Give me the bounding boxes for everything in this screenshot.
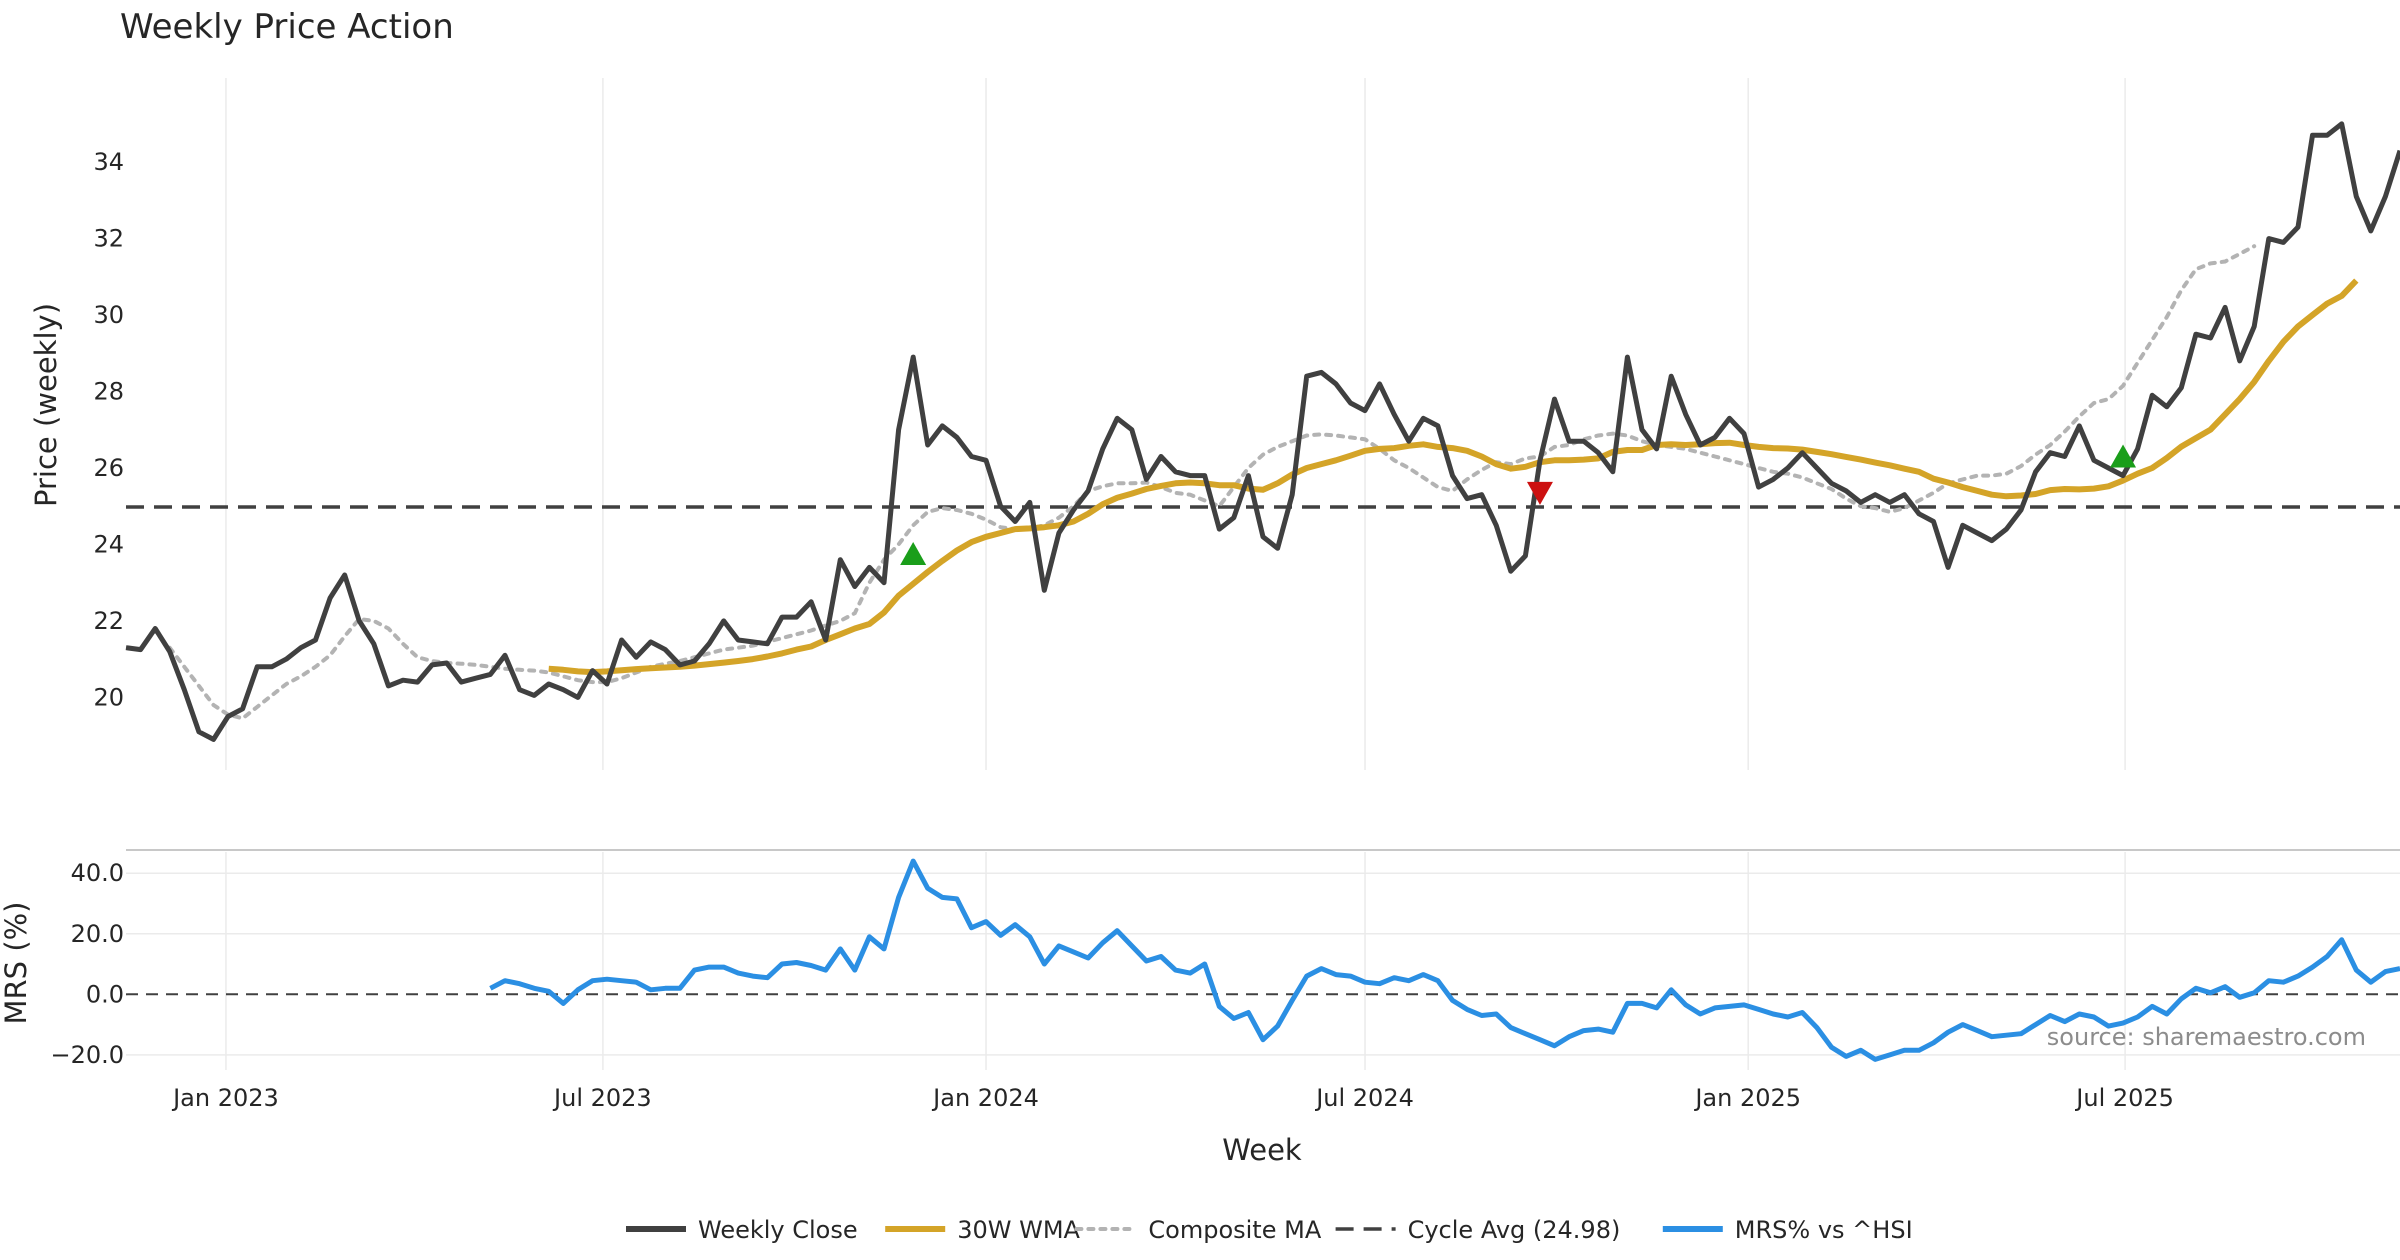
price-y-tick-label: 30 (93, 301, 124, 329)
price-y-tick-label: 22 (93, 607, 124, 635)
mrs-line (489, 858, 2400, 1062)
legend-label: MRS% vs ^HSI (1735, 1216, 1913, 1244)
price-gridlines (225, 78, 2126, 770)
chart-title: Weekly Price Action (120, 7, 454, 47)
x-tick-label: Jan 2025 (1693, 1084, 1801, 1112)
buy-signal-marker (900, 541, 927, 565)
mrs-y-tick-label: −20.0 (50, 1041, 124, 1069)
legend-label: Cycle Avg (24.98) (1408, 1216, 1621, 1244)
x-axis-ticks: Jan 2023 Jul 2023 Jan 2024 Jul 2024 Jan 2025… (171, 1084, 2174, 1112)
trade-signals (900, 444, 2137, 565)
x-tick-label: Jul 2024 (1314, 1084, 1414, 1112)
x-tick-label: Jul 2023 (552, 1084, 652, 1112)
legend-label: Composite MA (1148, 1216, 1321, 1244)
sell-signal-marker (1526, 481, 1553, 505)
mrs-series (489, 858, 2400, 1062)
source-note: source: sharemaestro.com (2047, 1023, 2366, 1051)
weekly-close-line (125, 121, 2400, 742)
legend-label: 30W WMA (957, 1216, 1080, 1244)
mrs-y-axis-title: MRS (%) (0, 902, 33, 1025)
price-y-tick-label: 28 (93, 378, 124, 406)
price-y-tick-label: 20 (93, 683, 124, 711)
mrs-y-tick-label: 20.0 (71, 920, 124, 948)
legend: Weekly Close 30W WMA Composite MA Cycle Avg… (626, 1216, 1913, 1244)
price-y-axis-title: Price (weekly) (29, 303, 63, 507)
mrs-y-tick-label: 0.0 (86, 980, 124, 1008)
price-y-tick-label: 34 (93, 148, 124, 176)
mrs-y-ticks: 40.0 20.0 0.0 −20.0 (50, 859, 124, 1069)
price-y-tick-label: 26 (93, 454, 124, 482)
wma-30w-line (548, 278, 2359, 676)
price-y-tick-label: 24 (93, 530, 124, 558)
x-tick-label: Jul 2025 (2074, 1084, 2174, 1112)
x-tick-label: Jan 2024 (931, 1084, 1039, 1112)
x-axis-title: Week (1222, 1133, 1302, 1167)
price-y-tick-label: 32 (93, 225, 124, 253)
mrs-gridlines (126, 852, 2400, 1070)
price-y-ticks: 20 22 24 26 28 30 32 34 (93, 148, 124, 711)
price-series (125, 121, 2400, 742)
x-tick-label: Jan 2023 (171, 1084, 279, 1112)
legend-label: Weekly Close (698, 1216, 858, 1244)
mrs-y-tick-label: 40.0 (71, 859, 124, 887)
buy-signal-marker (2110, 444, 2137, 468)
